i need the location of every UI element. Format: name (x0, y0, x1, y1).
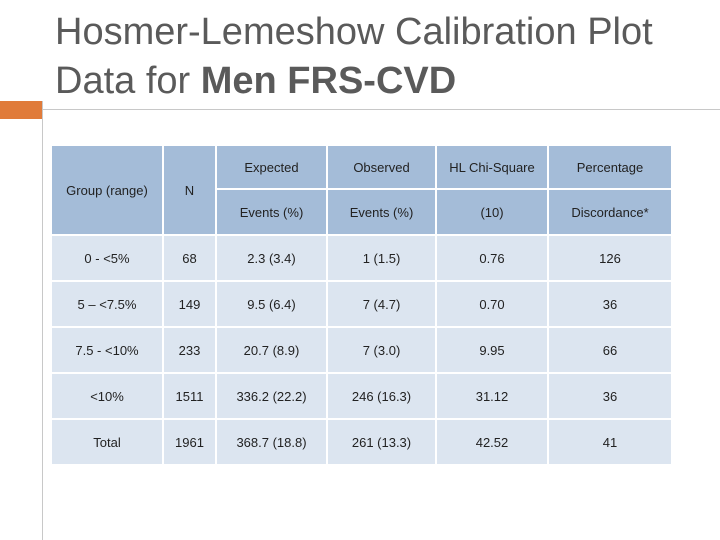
cell-group: 7.5 - <10% (50, 326, 164, 374)
table-row: 0 - <5% 68 2.3 (3.4) 1 (1.5) 0.76 126 (50, 234, 673, 282)
cell-observed: 7 (4.7) (326, 280, 437, 328)
header-hl-bottom: (10) (435, 188, 549, 236)
cell-pct: 36 (547, 372, 673, 420)
vertical-divider (42, 101, 43, 540)
cell-n: 68 (162, 234, 217, 282)
cell-hl: 0.76 (435, 234, 549, 282)
cell-observed: 261 (13.3) (326, 418, 437, 466)
calibration-table: Group (range) N Expected Observed HL Chi… (50, 144, 673, 466)
cell-n: 1961 (162, 418, 217, 466)
cell-hl: 9.95 (435, 326, 549, 374)
header-pct-top: Percentage (547, 144, 673, 190)
cell-n: 149 (162, 280, 217, 328)
cell-group: 0 - <5% (50, 234, 164, 282)
accent-bar (0, 101, 42, 119)
cell-observed: 246 (16.3) (326, 372, 437, 420)
slide-title: Hosmer-Lemeshow Calibration Plot Data fo… (55, 8, 705, 106)
cell-hl: 31.12 (435, 372, 549, 420)
cell-pct: 41 (547, 418, 673, 466)
cell-pct: 36 (547, 280, 673, 328)
cell-expected: 2.3 (3.4) (215, 234, 328, 282)
cell-expected: 20.7 (8.9) (215, 326, 328, 374)
header-group: Group (range) (50, 144, 164, 236)
cell-n: 1511 (162, 372, 217, 420)
header-hl-top: HL Chi-Square (435, 144, 549, 190)
cell-pct: 126 (547, 234, 673, 282)
header-pct-bottom: Discordance* (547, 188, 673, 236)
header-observed-top: Observed (326, 144, 437, 190)
cell-expected: 9.5 (6.4) (215, 280, 328, 328)
table-row: Total 1961 368.7 (18.8) 261 (13.3) 42.52… (50, 418, 673, 466)
header-n: N (162, 144, 217, 236)
cell-pct: 66 (547, 326, 673, 374)
table-row: 5 – <7.5% 149 9.5 (6.4) 7 (4.7) 0.70 36 (50, 280, 673, 328)
cell-hl: 0.70 (435, 280, 549, 328)
horizontal-divider (42, 109, 720, 110)
header-expected-top: Expected (215, 144, 328, 190)
cell-observed: 1 (1.5) (326, 234, 437, 282)
cell-group: 5 – <7.5% (50, 280, 164, 328)
table-row: <10% 1511 336.2 (22.2) 246 (16.3) 31.12 … (50, 372, 673, 420)
cell-expected: 368.7 (18.8) (215, 418, 328, 466)
cell-observed: 7 (3.0) (326, 326, 437, 374)
table-row: 7.5 - <10% 233 20.7 (8.9) 7 (3.0) 9.95 6… (50, 326, 673, 374)
cell-expected: 336.2 (22.2) (215, 372, 328, 420)
title-line-2-bold: Men FRS-CVD (200, 60, 457, 102)
header-observed-bottom: Events (%) (326, 188, 437, 236)
table-body: 0 - <5% 68 2.3 (3.4) 1 (1.5) 0.76 126 5 … (50, 234, 673, 466)
cell-n: 233 (162, 326, 217, 374)
table-header: Group (range) N Expected Observed HL Chi… (50, 144, 673, 236)
title-line-2-prefix: Data for (55, 60, 201, 102)
cell-group: Total (50, 418, 164, 466)
title-line-1: Hosmer-Lemeshow Calibration Plot (55, 11, 653, 53)
header-expected-bottom: Events (%) (215, 188, 328, 236)
cell-hl: 42.52 (435, 418, 549, 466)
cell-group: <10% (50, 372, 164, 420)
